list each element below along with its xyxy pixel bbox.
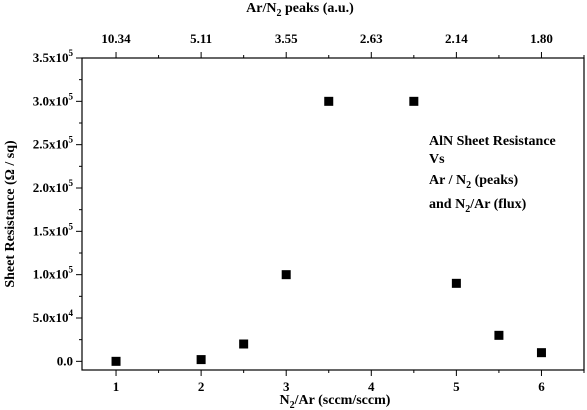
x-tick-label: 2 xyxy=(198,379,205,394)
x-tick-label: 1 xyxy=(113,379,120,394)
plot-frame xyxy=(81,57,585,371)
top-tick-label: 2.14 xyxy=(445,31,468,46)
y-tick-label: 3.5x105 xyxy=(33,48,74,65)
x-tick-label: 3 xyxy=(283,379,290,394)
top-tick-label: 1.80 xyxy=(530,31,553,46)
top-tick-label: 2.63 xyxy=(360,31,383,46)
x-axis-title: N2/Ar (sccm/sccm) xyxy=(280,393,391,410)
data-point xyxy=(494,330,504,340)
data-point xyxy=(281,270,291,280)
data-point xyxy=(409,96,419,106)
y-axis-title: Sheet Resistance (Ω / sq) xyxy=(3,140,18,288)
data-points xyxy=(111,96,546,366)
top-tick-label: 5.11 xyxy=(190,31,212,46)
top-x-axis: 10.34 5.11 3.55 2.63 2.14 1.80 xyxy=(101,31,585,58)
data-point xyxy=(451,278,461,288)
y-tick-label: 0.0 xyxy=(57,353,73,368)
y-tick-label: 2.0x105 xyxy=(33,178,74,195)
annotation-line-1: AlN Sheet Resistance xyxy=(429,134,556,149)
data-point xyxy=(239,339,249,349)
y-axis: 0.0 5.0x104 1.0x105 1.5x105 2.0x105 2.5x105 3.… xyxy=(33,48,82,368)
data-point xyxy=(111,356,121,366)
top-axis-title: Ar/N2 peaks (a.u.) xyxy=(246,1,354,19)
bottom-x-axis: 1 2 3 4 5 6 xyxy=(113,370,585,394)
y-tick-label: 3.0x105 xyxy=(33,91,74,108)
x-tick-label: 4 xyxy=(368,379,375,394)
y-tick-label: 5.0x104 xyxy=(33,308,74,325)
chart-annotation: AlN Sheet Resistance Vs Ar / N2 (peaks) … xyxy=(429,134,556,215)
y-tick-label: 1.5x105 xyxy=(33,221,74,238)
data-point xyxy=(324,96,334,106)
top-tick-label: 3.55 xyxy=(275,31,298,46)
annotation-line-3: Ar / N2 (peaks) xyxy=(429,173,518,191)
annotation-line-4: and N2/Ar (flux) xyxy=(429,197,527,215)
data-point xyxy=(536,348,546,358)
y-tick-label: 2.5x105 xyxy=(33,135,74,152)
data-point xyxy=(196,355,206,365)
annotation-line-2: Vs xyxy=(429,152,445,167)
x-tick-label: 5 xyxy=(453,379,460,394)
y-tick-label: 1.0x105 xyxy=(33,265,74,282)
x-tick-label: 6 xyxy=(538,379,545,394)
top-tick-label: 10.34 xyxy=(101,31,131,46)
